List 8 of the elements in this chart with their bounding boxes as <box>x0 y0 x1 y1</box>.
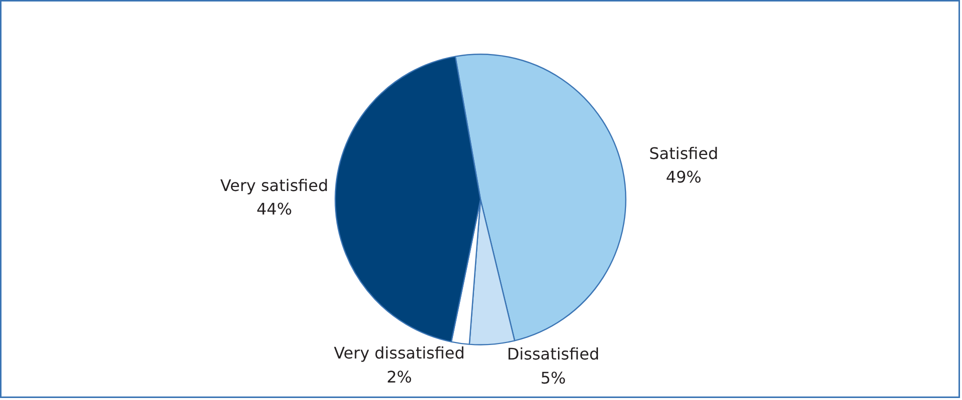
slice-label: Very dissatisfied <box>334 344 465 363</box>
slice-label: Dissatisfied <box>506 344 600 364</box>
data-label: 44% <box>256 200 292 219</box>
slice-label: Satisfied <box>649 144 718 163</box>
data-label: 5% <box>540 368 566 388</box>
slice-label: Very satisfied <box>220 176 328 195</box>
data-label: 49% <box>666 168 702 187</box>
data-label: 2% <box>386 367 412 386</box>
